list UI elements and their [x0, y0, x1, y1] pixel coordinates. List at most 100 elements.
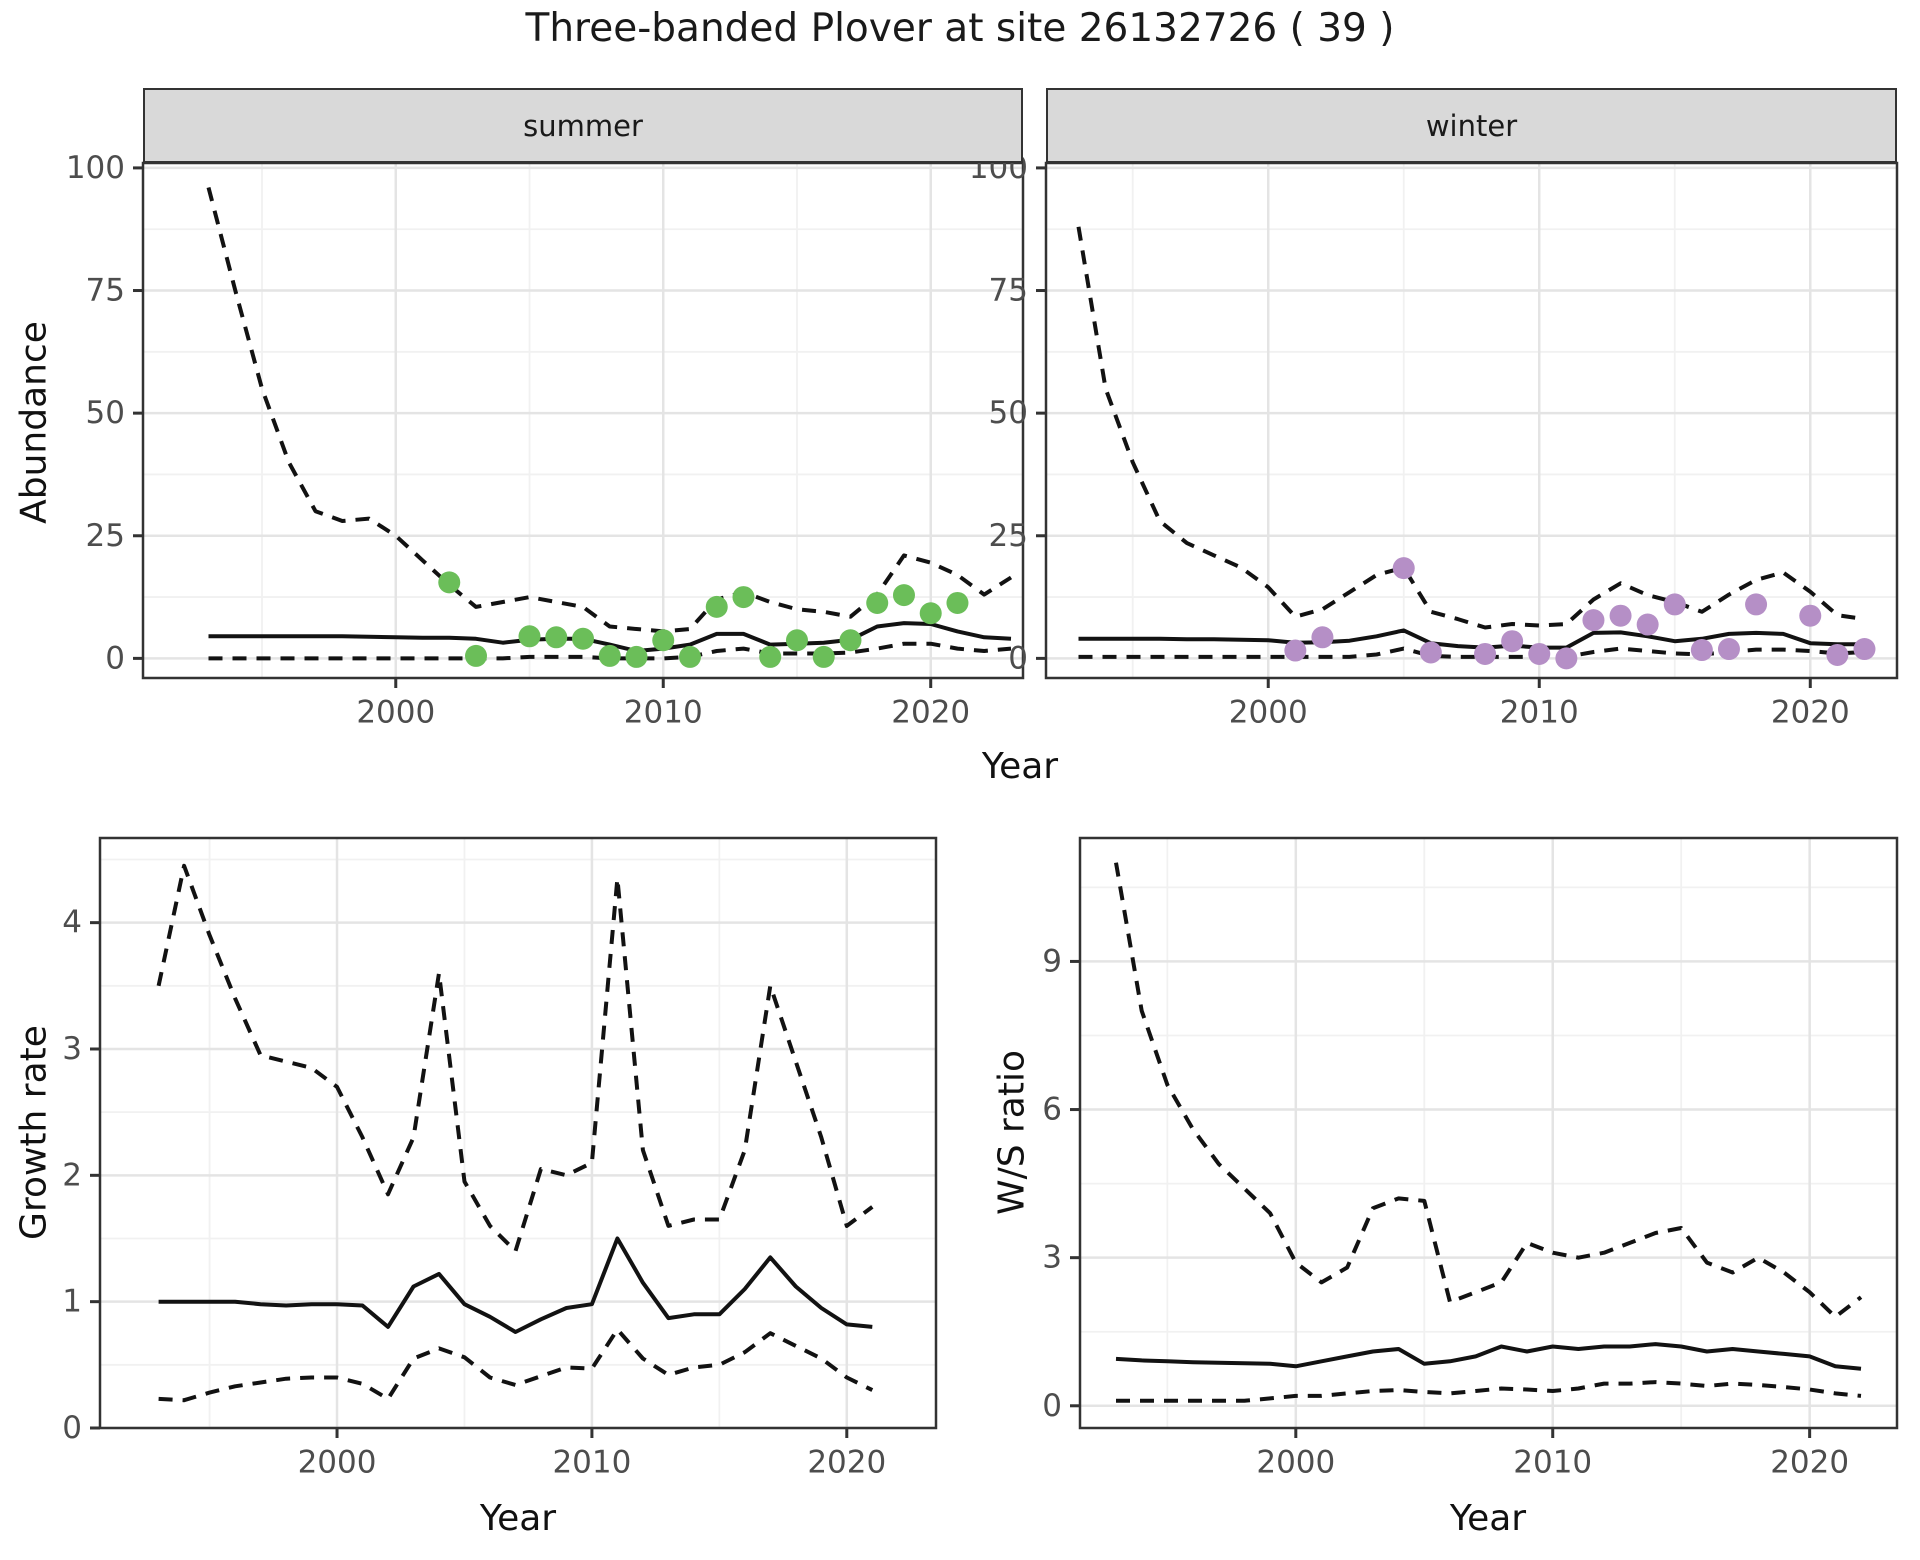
y-axis-title-growth-rate: Growth rate [13, 1025, 55, 1240]
y-tick-label: 6 [1042, 1092, 1062, 1128]
median-line [1078, 628, 1865, 650]
data-point-winter [1636, 613, 1659, 636]
data-point-winter [1528, 642, 1551, 665]
y-tick-label: 75 [86, 273, 125, 309]
x-axis-title-bottom-left: Year [479, 1498, 557, 1539]
y-tick-label: 50 [86, 395, 125, 431]
data-point-winter [1474, 642, 1497, 665]
data-point-summer [545, 626, 568, 649]
lower_95ci-line [208, 641, 1012, 661]
y-tick-label: 4 [62, 905, 82, 941]
y-tick-label: 2 [62, 1157, 82, 1193]
data-point-winter [1690, 639, 1713, 662]
chart-title: Three-banded Plover at site 26132726 ( 3… [525, 6, 1395, 51]
y-tick-label: 0 [62, 1410, 82, 1446]
x-axis-title-top: Year [981, 746, 1059, 787]
data-point-winter [1311, 626, 1334, 649]
data-point-summer [732, 586, 755, 609]
data-point-winter [1853, 638, 1876, 661]
x-tick-label: 2000 [356, 694, 435, 730]
y-tick-label: 0 [1042, 1388, 1062, 1424]
data-point-winter [1501, 630, 1524, 653]
data-point-winter [1392, 557, 1415, 580]
data-point-winter [1663, 593, 1686, 616]
panel-background [1080, 838, 1897, 1428]
data-point-winter [1717, 638, 1740, 661]
y-tick-label: 100 [66, 150, 125, 186]
x-tick-label: 2020 [1771, 694, 1850, 730]
upper_95ci-line [1076, 226, 1865, 630]
y-tick-label: 25 [989, 518, 1028, 554]
facet-strip-summer: summer [143, 88, 1023, 163]
x-tick-label: 2010 [1500, 694, 1579, 730]
facet-strip-winter: winter [1046, 88, 1897, 163]
x-tick-label: 2000 [1229, 694, 1308, 730]
y-tick-label: 25 [86, 518, 125, 554]
data-point-winter [1284, 639, 1307, 662]
data-point-winter [1609, 604, 1632, 627]
data-point-winter [1419, 641, 1442, 664]
upper_95ci-line [1114, 862, 1863, 1319]
data-point-summer [572, 627, 594, 650]
panel-border [141, 161, 1025, 680]
growth_rate-panel: 2000 2010 2020 0 1 2 3 4 [62, 836, 938, 1480]
panel-border [98, 836, 938, 1430]
data-point-summer [892, 584, 915, 607]
data-point-winter [1582, 609, 1605, 632]
y-axis-title-abundance: Abundance [13, 321, 55, 524]
y-tick-label: 75 [989, 273, 1028, 309]
data-point-summer [812, 645, 835, 668]
data-point-summer [598, 644, 621, 667]
data-point-winter [1826, 643, 1849, 666]
y-axis-title-ws-ratio: W/S ratio [991, 1049, 1033, 1216]
data-point-summer [866, 591, 889, 614]
data-point-summer [759, 645, 782, 668]
panel-border [1078, 836, 1899, 1430]
data-point-summer [465, 644, 488, 667]
lower_95ci-line [1116, 1380, 1862, 1403]
y-tick-label: 0 [1008, 640, 1028, 676]
x-tick-label: 2020 [891, 694, 970, 730]
panel-background [100, 838, 936, 1428]
y-tick-label: 3 [62, 1031, 82, 1067]
data-point-summer [919, 602, 942, 625]
x-tick-label: 2010 [624, 694, 703, 730]
facet-strip-winter-label: winter [1425, 108, 1518, 143]
x-tick-label: 2010 [552, 1444, 631, 1480]
ws_ratio-panel: 2000 2010 2020 0 3 6 9 [1042, 836, 1899, 1480]
x-axis-title-bottom-right: Year [1449, 1498, 1527, 1539]
data-point-summer [652, 629, 675, 652]
data-point-summer [438, 571, 461, 594]
data-point-summer [839, 629, 862, 652]
x-tick-label: 2000 [1256, 1444, 1335, 1480]
median-line [208, 621, 1012, 653]
y-tick-label: 0 [105, 640, 125, 676]
panel-border [1044, 161, 1899, 680]
data-point-winter [1555, 647, 1578, 670]
data-point-summer [678, 645, 701, 668]
x-tick-label: 2020 [807, 1444, 886, 1480]
panel-background [1046, 163, 1897, 678]
data-point-summer [705, 595, 728, 618]
facet-strip-summer-label: summer [523, 108, 643, 143]
y-tick-label: 9 [1042, 943, 1062, 979]
data-point-summer [518, 625, 541, 648]
data-point-summer [785, 629, 808, 652]
upper_95ci-line [156, 863, 874, 1254]
data-point-winter [1799, 604, 1822, 627]
y-tick-label: 1 [62, 1284, 82, 1320]
y-tick-label: 50 [989, 395, 1028, 431]
median-line [1115, 1342, 1862, 1371]
median-line [158, 1236, 873, 1334]
x-tick-label: 2010 [1513, 1444, 1592, 1480]
abundance_summer-panel: 2000 2010 2020 0 25 50 75 100 [66, 150, 1025, 730]
y-tick-label: 3 [1042, 1240, 1062, 1276]
x-tick-label: 2000 [298, 1444, 377, 1480]
x-tick-label: 2020 [1770, 1444, 1849, 1480]
data-point-summer [946, 591, 969, 614]
data-point-winter [1745, 593, 1768, 616]
data-point-summer [625, 645, 648, 668]
